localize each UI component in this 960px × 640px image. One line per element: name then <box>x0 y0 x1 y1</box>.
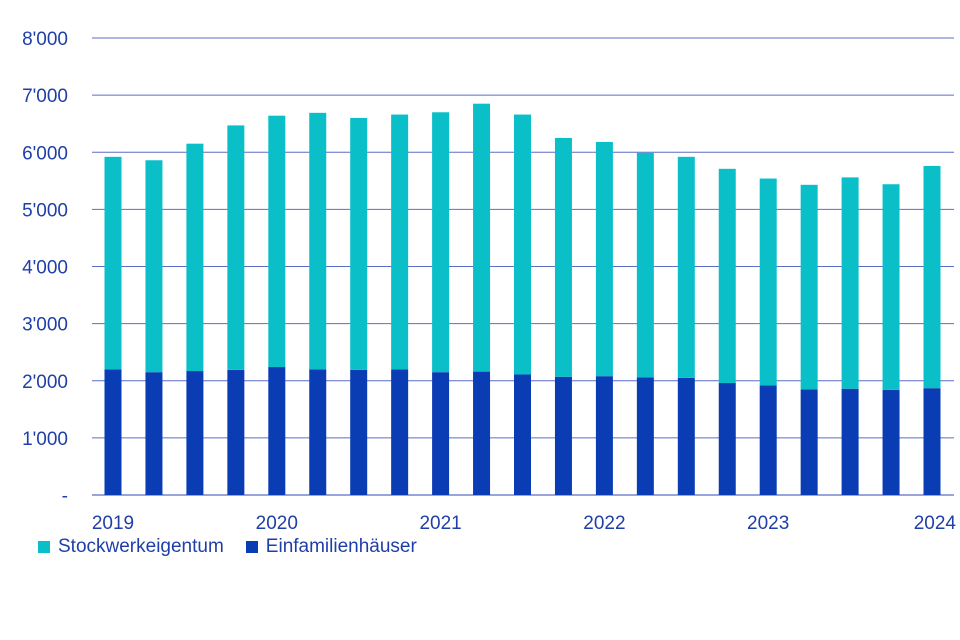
bar-segment-einfamilienhaeuser <box>554 376 572 495</box>
x-tick-label: 2020 <box>256 513 298 530</box>
bar-segment-stockwerkeigentum <box>554 137 572 377</box>
bar-segment-einfamilienhaeuser <box>759 385 777 495</box>
x-tick-label: 2023 <box>747 513 789 530</box>
bar-segment-einfamilienhaeuser <box>309 369 327 495</box>
bar-segment-einfamilienhaeuser <box>145 372 163 495</box>
y-axis-ticks: - 1'000 2'000 3'000 4'000 5'000 6'000 7'000 8'00… <box>22 29 68 507</box>
bar-segment-stockwerkeigentum <box>841 177 859 389</box>
bar-segment-stockwerkeigentum <box>104 156 122 370</box>
bar-segment-stockwerkeigentum <box>923 165 941 389</box>
bar-segment-einfamilienhaeuser <box>595 376 613 495</box>
bar-segment-einfamilienhaeuser <box>473 371 491 495</box>
bar-segment-stockwerkeigentum <box>636 152 654 378</box>
y-tick-label: 2'000 <box>22 372 68 393</box>
bar-segment-einfamilienhaeuser <box>104 369 122 495</box>
bar-segment-einfamilienhaeuser <box>882 389 900 495</box>
bar-segment-stockwerkeigentum <box>514 114 531 375</box>
bar-segment-einfamilienhaeuser <box>350 369 368 495</box>
bar-segment-stockwerkeigentum <box>309 112 327 370</box>
bar-segment-stockwerkeigentum <box>391 114 409 370</box>
bar-segment-stockwerkeigentum <box>800 184 818 390</box>
bar-segment-stockwerkeigentum <box>227 125 245 370</box>
x-tick-label: 2024 <box>914 513 957 530</box>
legend-swatch-stockwerkeigentum <box>38 541 50 553</box>
bar-segment-stockwerkeigentum <box>595 141 613 377</box>
bar-segment-einfamilienhaeuser <box>227 369 245 495</box>
bar-segment-einfamilienhaeuser <box>514 374 531 495</box>
x-tick-label: 2022 <box>583 513 625 530</box>
legend-label-stockwerkeigentum: Stockwerkeigentum <box>58 536 224 557</box>
x-tick-label: 2019 <box>92 513 134 530</box>
bar-segment-stockwerkeigentum <box>473 103 491 372</box>
legend-item-einfamilienhaeuser: Einfamilienhäuser <box>245 536 417 558</box>
bar-segment-einfamilienhaeuser <box>432 372 450 495</box>
y-tick-label: 4'000 <box>22 258 68 279</box>
y-tick-label: 8'000 <box>22 29 68 50</box>
y-tick-label: 5'000 <box>22 200 68 221</box>
legend: Stockwerkeigentum Einfamilienhäuser <box>38 536 417 558</box>
bar-segment-stockwerkeigentum <box>268 115 286 368</box>
bar-segment-stockwerkeigentum <box>186 143 204 372</box>
legend-swatch-einfamilienhaeuser <box>245 541 258 553</box>
legend-item-stockwerkeigentum: Stockwerkeigentum <box>38 536 224 558</box>
y-tick-label: - <box>62 486 68 507</box>
y-tick-label: 1'000 <box>22 429 68 450</box>
bar-segment-stockwerkeigentum <box>145 160 163 373</box>
stacked-bar-chart: - 1'000 2'000 3'000 4'000 5'000 6'000 7'000 8'00… <box>22 29 957 530</box>
y-tick-label: 6'000 <box>22 143 68 164</box>
legend-label-einfamilienhaeuser: Einfamilienhäuser <box>265 536 417 557</box>
bar-segment-einfamilienhaeuser <box>800 389 818 495</box>
bar-segment-stockwerkeigentum <box>677 156 695 378</box>
x-tick-label: 2021 <box>419 513 461 530</box>
bar-segment-einfamilienhaeuser <box>636 377 654 495</box>
bar-segment-einfamilienhaeuser <box>718 383 736 495</box>
bar-segment-stockwerkeigentum <box>759 178 777 386</box>
bar-segment-einfamilienhaeuser <box>923 388 941 495</box>
y-tick-label: 3'000 <box>22 315 68 336</box>
bars <box>104 103 941 495</box>
bar-segment-einfamilienhaeuser <box>268 367 286 495</box>
bar-segment-einfamilienhaeuser <box>391 369 409 495</box>
y-tick-label: 7'000 <box>22 86 68 107</box>
bar-segment-stockwerkeigentum <box>432 112 450 373</box>
bar-segment-stockwerkeigentum <box>350 117 368 370</box>
bar-segment-stockwerkeigentum <box>882 184 900 390</box>
bar-segment-einfamilienhaeuser <box>677 377 695 495</box>
bar-segment-einfamilienhaeuser <box>841 388 859 495</box>
bar-segment-stockwerkeigentum <box>718 168 736 384</box>
x-axis-ticks: 2019 2020 2021 2022 2023 2024 <box>92 513 957 530</box>
bar-segment-einfamilienhaeuser <box>186 371 204 495</box>
